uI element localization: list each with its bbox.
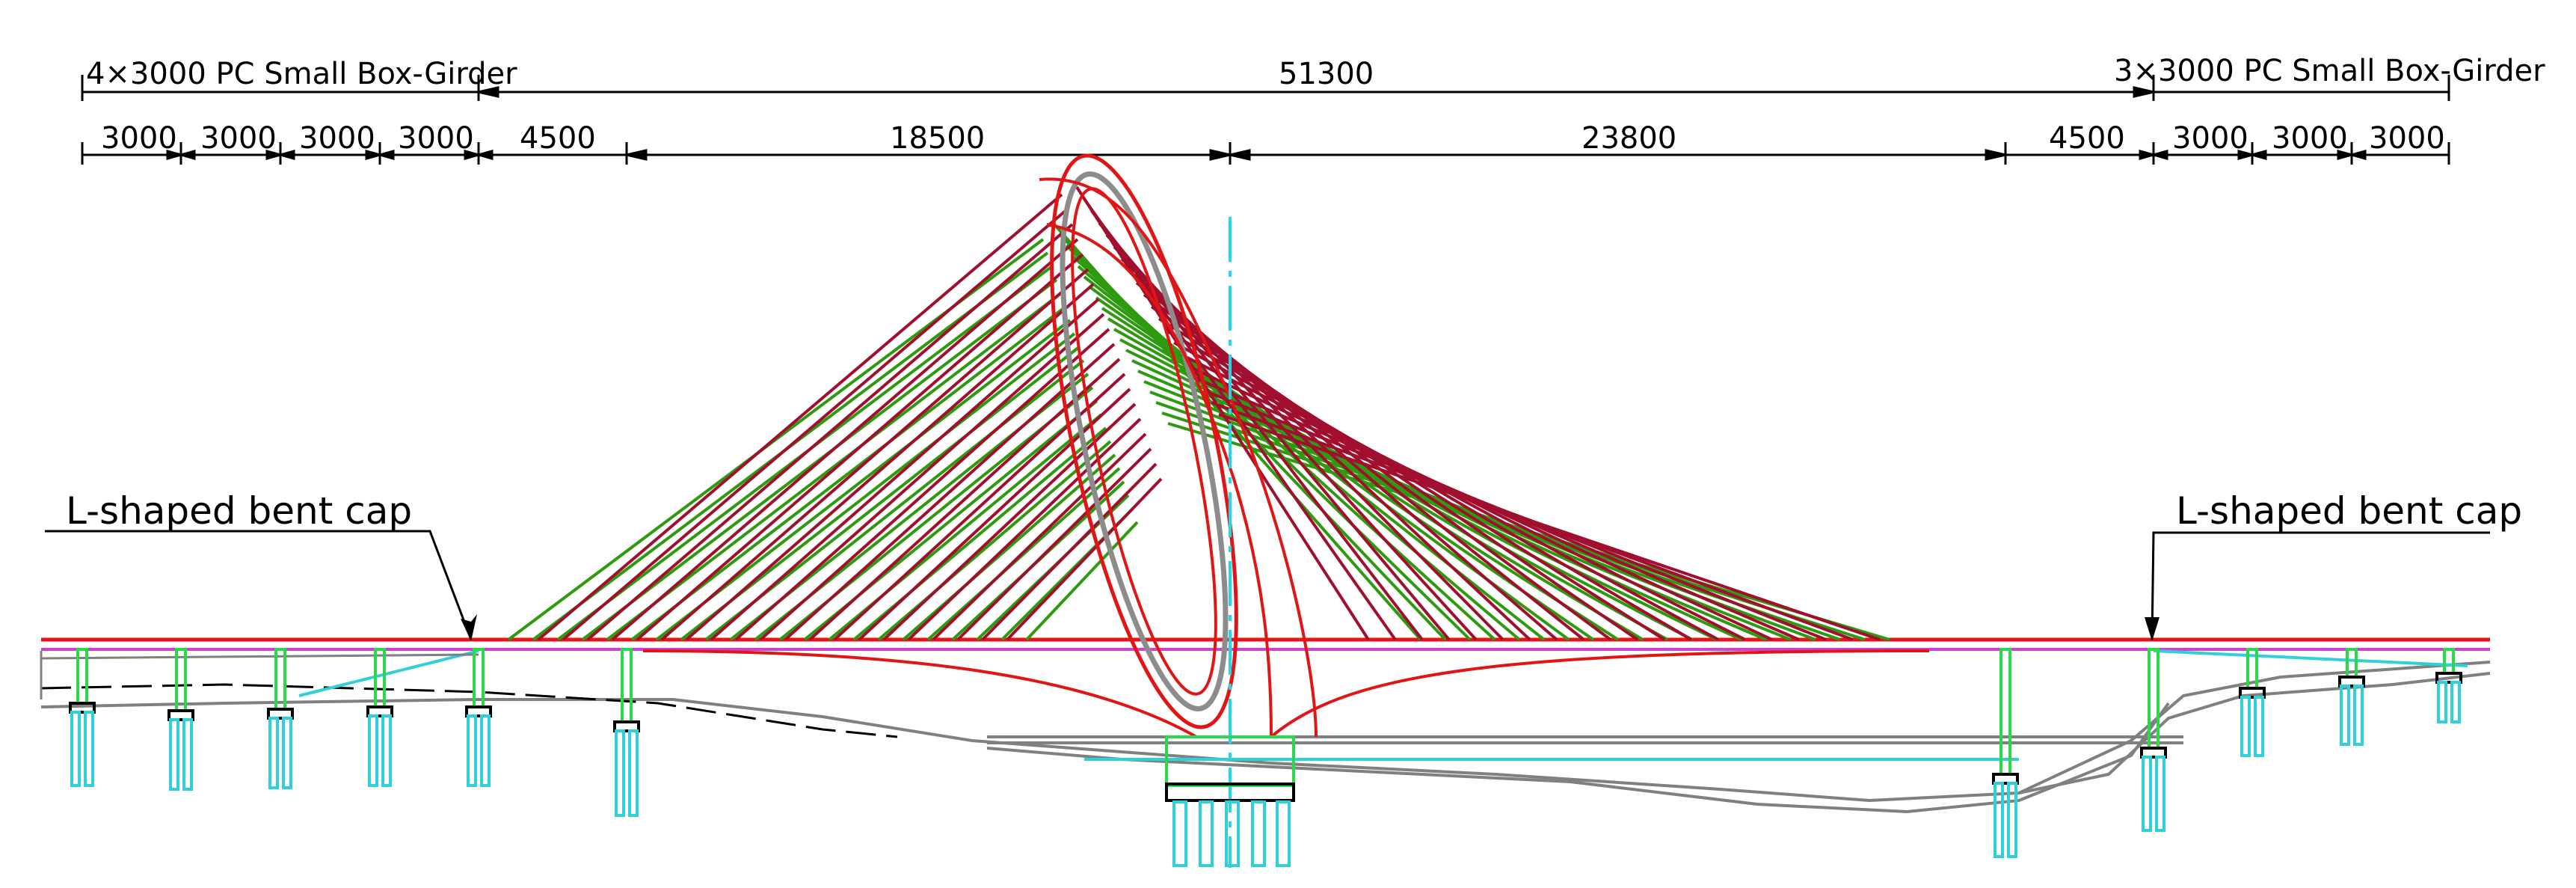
stay-cable	[1218, 413, 1881, 641]
pile	[282, 717, 292, 789]
pier-column	[374, 648, 386, 708]
pile-cap	[2435, 672, 2462, 684]
pier-column	[1999, 648, 2011, 776]
stay-cable	[586, 223, 1074, 641]
dashed-ground-line	[40, 683, 898, 738]
pile	[70, 711, 81, 787]
arch-pylon	[642, 153, 1930, 738]
pile	[182, 718, 193, 791]
span-dim-1: 3000	[101, 121, 177, 156]
stay-cable	[759, 328, 1110, 641]
pile	[1994, 782, 2004, 858]
span-dim-9: 3000	[2172, 121, 2248, 156]
span-dim-3: 3000	[299, 121, 375, 156]
stay-cable	[932, 432, 1147, 641]
span-dim-11: 3000	[2369, 121, 2445, 156]
pile	[467, 714, 477, 787]
pier-column	[2443, 648, 2455, 675]
pile	[628, 729, 639, 817]
stay-cable	[858, 388, 1131, 641]
stay-cable	[808, 358, 1121, 641]
main-span-dimension: 51300	[1279, 57, 1374, 91]
main-foundation	[1165, 735, 1295, 867]
span-dim-10: 3000	[2272, 121, 2348, 156]
pile-cap	[69, 702, 96, 714]
pile	[2450, 681, 2461, 723]
stay-cable	[606, 292, 1063, 641]
stay-cable	[710, 298, 1100, 641]
pile	[381, 714, 392, 787]
overall-dimension-line	[81, 75, 2450, 101]
pile	[2254, 696, 2264, 757]
right-callout: L-shaped bent cap	[2145, 489, 2522, 641]
pile-cap	[613, 720, 640, 732]
pile	[268, 717, 279, 789]
stay-cable	[537, 193, 1063, 641]
stay-cable	[1006, 477, 1163, 641]
stay-cable	[636, 253, 1084, 641]
pier-group	[69, 648, 2462, 858]
pile-cap	[2140, 747, 2167, 759]
stay-cable	[882, 402, 1137, 641]
span-dimension-line	[81, 142, 2450, 165]
span-dim-5: 4500	[520, 121, 596, 156]
pile	[368, 714, 378, 787]
pile	[2340, 685, 2350, 746]
pile	[84, 711, 94, 787]
stay-cable	[630, 305, 1067, 641]
pile-cap	[2239, 687, 2266, 699]
pile	[2353, 685, 2364, 746]
pile	[2240, 696, 2251, 757]
stay-cable	[907, 417, 1142, 641]
pile-cap	[167, 709, 194, 721]
span-dim-2: 3000	[200, 121, 277, 156]
left-callout-label: L-shaped bent cap	[66, 489, 412, 533]
pile	[2155, 756, 2165, 832]
span-dim-8: 4500	[2049, 121, 2125, 156]
pier-column	[621, 648, 633, 723]
left-callout: L-shaped bent cap	[45, 489, 477, 641]
pile	[2437, 681, 2447, 723]
pile-cap	[465, 705, 492, 717]
span-dim-4: 3000	[398, 121, 474, 156]
stay-cable	[655, 319, 1072, 641]
pile-cap	[2338, 676, 2365, 688]
pile	[2007, 782, 2017, 858]
stay-cable	[660, 268, 1089, 641]
pile	[480, 714, 491, 787]
right-callout-label: L-shaped bent cap	[2176, 489, 2522, 533]
pile-cap	[1992, 773, 2019, 785]
stay-cables-red	[537, 186, 1881, 641]
left-girder-group-label: 4×3000 PC Small Box-Girder	[86, 57, 517, 91]
stay-cable	[611, 238, 1079, 641]
pile	[2142, 756, 2152, 832]
pile	[615, 729, 625, 817]
pier-column	[175, 648, 187, 712]
stay-cable	[784, 343, 1116, 641]
pile-cap	[267, 708, 294, 720]
stay-cable	[562, 208, 1069, 641]
pile	[169, 718, 179, 791]
stay-cable	[734, 313, 1105, 641]
pile-cap	[366, 705, 393, 717]
span-dim-7: 23800	[1581, 121, 1676, 156]
stay-cable	[981, 462, 1158, 641]
stay-cable	[956, 447, 1152, 641]
pier-column	[274, 648, 286, 711]
span-dim-6: 18500	[890, 121, 985, 156]
stay-cable	[685, 283, 1095, 641]
right-girder-group-label: 3×3000 PC Small Box-Girder	[2114, 54, 2545, 88]
